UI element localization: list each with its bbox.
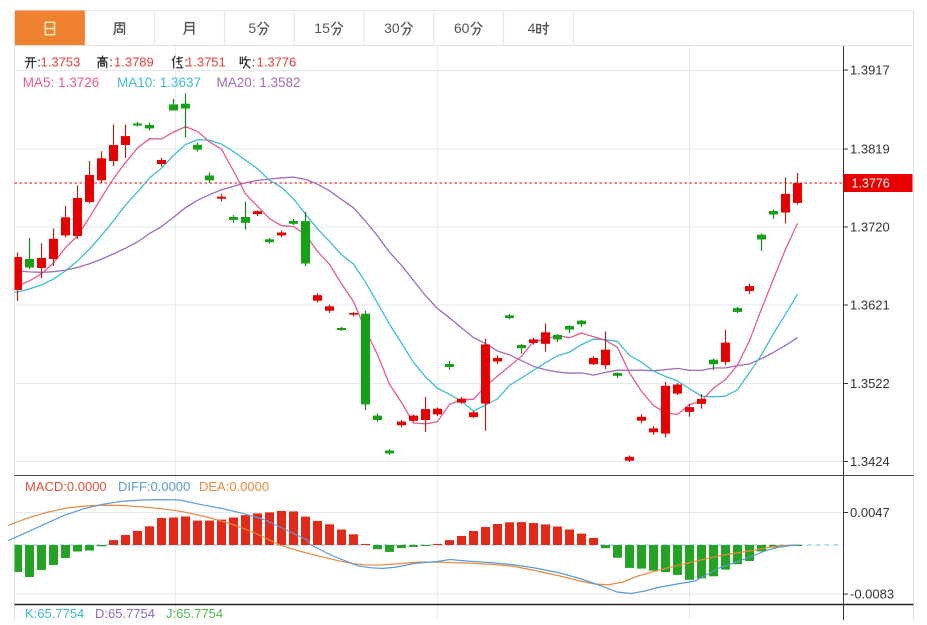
- svg-text:1.3720: 1.3720: [850, 220, 890, 235]
- svg-text:1.3522: 1.3522: [850, 376, 890, 391]
- svg-text:1.3753: 1.3753: [41, 55, 81, 70]
- svg-text:DIFF:0.0000: DIFF:0.0000: [118, 479, 190, 494]
- svg-text:1.3776: 1.3776: [852, 177, 890, 191]
- svg-text:MA20: 1.3582: MA20: 1.3582: [217, 75, 301, 90]
- svg-text:D:65.7754: D:65.7754: [95, 606, 155, 620]
- svg-text::: :: [37, 55, 41, 70]
- svg-text::: :: [184, 55, 188, 70]
- svg-text:1.3917: 1.3917: [850, 63, 890, 78]
- svg-text:1.3751: 1.3751: [186, 55, 226, 70]
- svg-text:J:65.7754: J:65.7754: [166, 606, 223, 620]
- svg-text:60: 60: [454, 20, 470, 36]
- svg-text:1.3621: 1.3621: [850, 298, 890, 313]
- svg-text:DEA:0.0000: DEA:0.0000: [199, 479, 269, 494]
- svg-text:MA10: 1.3637: MA10: 1.3637: [117, 75, 201, 90]
- svg-text:0.0047: 0.0047: [850, 505, 890, 520]
- svg-text::: :: [252, 55, 256, 70]
- svg-text:1.3776: 1.3776: [257, 55, 297, 70]
- svg-text:30: 30: [384, 20, 400, 36]
- svg-text:1.3819: 1.3819: [850, 142, 890, 157]
- svg-text:5: 5: [248, 20, 256, 36]
- svg-text:-0.0083: -0.0083: [850, 587, 894, 602]
- svg-text:MA5: 1.3726: MA5: 1.3726: [23, 75, 100, 90]
- svg-text:MACD:0.0000: MACD:0.0000: [25, 479, 107, 494]
- svg-text::: :: [109, 55, 113, 70]
- svg-text:15: 15: [314, 20, 330, 36]
- svg-text:1.3424: 1.3424: [850, 454, 890, 469]
- svg-text:1.3789: 1.3789: [114, 55, 154, 70]
- svg-text:K:65.7754: K:65.7754: [25, 606, 84, 620]
- svg-text:4: 4: [528, 20, 536, 36]
